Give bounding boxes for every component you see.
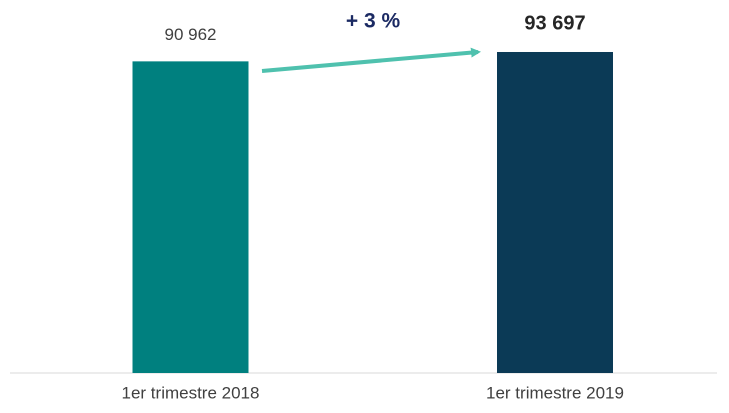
value-label: 90 962: [165, 25, 217, 44]
x-tick-label: 1er trimestre 2018: [122, 383, 260, 402]
x-tick-label: 1er trimestre 2019: [486, 383, 624, 402]
growth-arrow: [261, 47, 481, 73]
bar: [132, 61, 249, 373]
bar: [497, 51, 613, 373]
growth-annotation: + 3 %: [346, 10, 401, 33]
value-label: 93 697: [524, 12, 585, 34]
